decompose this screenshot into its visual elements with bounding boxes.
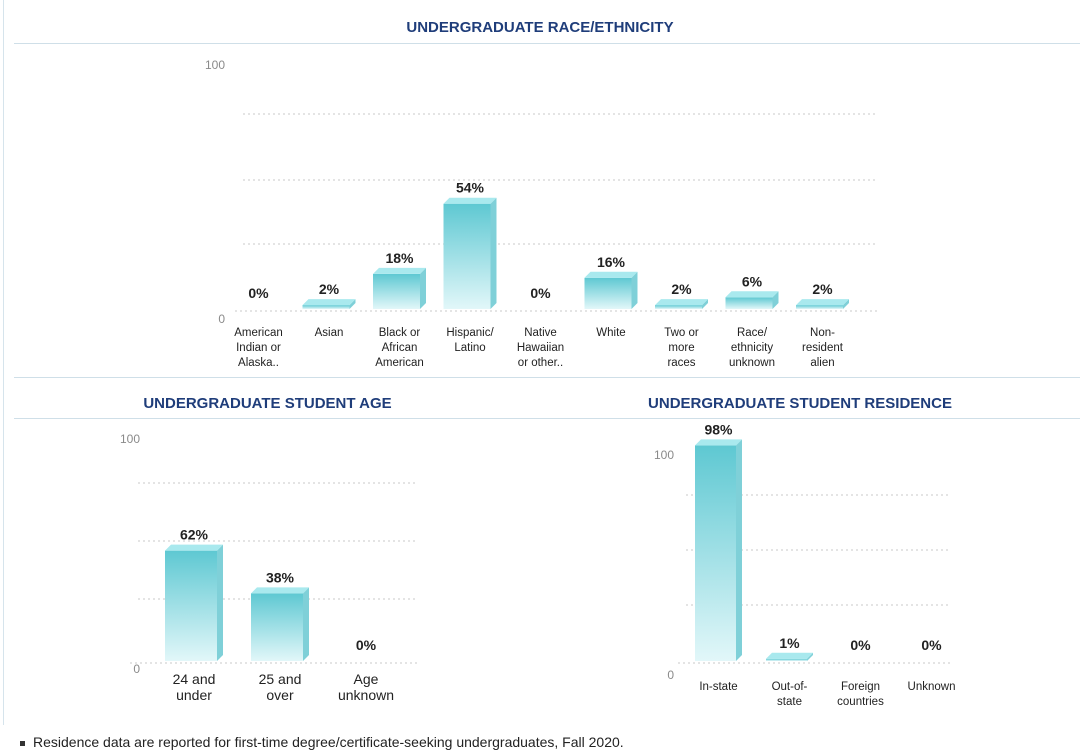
- y-tick-label: 0: [667, 668, 674, 682]
- bar: [302, 299, 356, 309]
- category-label: Native Hawaiian or other..: [517, 327, 564, 369]
- bar-value-label: 2%: [671, 281, 692, 297]
- y-tick-label: 100: [120, 432, 140, 446]
- bar: [725, 291, 779, 309]
- student-residence-chart: 100 0 98% In-state 1% Out-of-state 0% Foreign co…: [654, 421, 956, 708]
- bar-value-label: 2%: [812, 281, 833, 297]
- category-label: 25 and over: [259, 671, 302, 703]
- bar: [796, 299, 849, 309]
- y-tick-label: 100: [654, 448, 674, 462]
- student-age-chart: 100 0 62% 24 and under 38% 25 and over 0% Age unkn…: [120, 432, 417, 703]
- bar-value-label: 0%: [248, 285, 269, 301]
- bar-value-label: 0%: [921, 637, 942, 653]
- y-tick-label: 0: [218, 312, 225, 326]
- bar: [165, 544, 223, 661]
- category-label: Race/ethnicity unknown: [729, 327, 775, 369]
- bar: [443, 197, 497, 309]
- category-label: Two or more races: [664, 327, 699, 369]
- race-title-divider: [14, 43, 1080, 44]
- bar-value-label: 0%: [530, 285, 551, 301]
- page-left-border: [3, 0, 4, 725]
- category-label: White: [596, 327, 625, 339]
- category-label: Hispanic/Latino: [446, 327, 494, 354]
- bar: [695, 439, 742, 661]
- bar-value-label: 2%: [319, 281, 340, 297]
- footnote-text: Residence data are reported for first-ti…: [33, 734, 624, 750]
- bar-value-label: 0%: [850, 637, 871, 653]
- bar-value-label: 16%: [597, 254, 626, 270]
- bar: [584, 271, 638, 309]
- section-divider: [14, 377, 1080, 378]
- y-tick-label: 0: [133, 662, 140, 676]
- race-chart-title: UNDERGRADUATE RACE/ETHNICITY: [406, 19, 674, 36]
- lower-title-divider: [14, 418, 1080, 419]
- bar: [766, 652, 813, 661]
- bullet-icon: [20, 740, 25, 746]
- bar-value-label: 6%: [742, 273, 763, 289]
- category-label: Non-resident alien: [802, 327, 844, 369]
- bar: [251, 587, 309, 661]
- bar: [373, 267, 426, 309]
- category-label: In-state: [699, 681, 737, 693]
- race-ethnicity-chart: 100 0 0% American Indian or Alaska.. 2% Asian 18…: [205, 58, 877, 369]
- bar-value-label: 54%: [456, 180, 485, 196]
- bar-value-label: 98%: [704, 421, 733, 437]
- category-label: 24 and under: [173, 671, 216, 703]
- bar-value-label: 62%: [180, 527, 209, 543]
- category-label: Asian: [315, 327, 344, 339]
- category-label: Unknown: [908, 681, 956, 693]
- bar-value-label: 18%: [385, 250, 414, 266]
- category-label: Age unknown: [338, 671, 394, 703]
- category-label: Foreign countries: [837, 681, 884, 708]
- category-label: American Indian or Alaska..: [234, 327, 283, 369]
- category-label: Out-of-state: [772, 681, 808, 708]
- category-label: Black or African American: [375, 327, 424, 369]
- bar-value-label: 1%: [779, 635, 800, 651]
- bar-value-label: 0%: [356, 637, 377, 653]
- bar-value-label: 38%: [266, 569, 295, 585]
- bar: [655, 299, 708, 309]
- footnote: Residence data are reported for first-ti…: [20, 734, 624, 750]
- age-chart-title: UNDERGRADUATE STUDENT AGE: [143, 395, 392, 412]
- y-tick-label: 100: [205, 58, 225, 72]
- residence-chart-title: UNDERGRADUATE STUDENT RESIDENCE: [648, 395, 952, 412]
